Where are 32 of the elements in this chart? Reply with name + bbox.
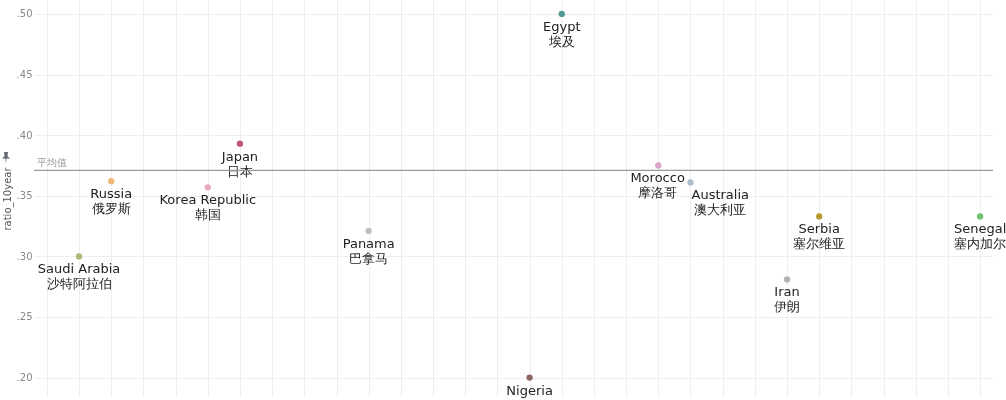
point: [108, 178, 115, 185]
series-label: Panama 巴拿马: [342, 235, 395, 266]
series-label: Korea Republic 韩国: [159, 192, 257, 223]
series-label: Serbia 塞尔维亚: [793, 221, 846, 252]
point: [687, 179, 694, 186]
point: [204, 184, 211, 191]
y-tick-label: .20: [16, 372, 33, 384]
series-label: Morocco 摩洛哥: [630, 170, 685, 201]
point: [976, 213, 984, 220]
point: [783, 276, 791, 283]
point: [816, 213, 823, 220]
series-label: Egypt 埃及: [543, 18, 581, 49]
point: [75, 253, 83, 260]
point: [526, 374, 533, 381]
series-label: Iran 伊朗: [774, 284, 801, 315]
point: [236, 140, 244, 147]
y-tick-label: .50: [16, 8, 33, 20]
y-tick-label: .25: [16, 311, 33, 323]
point: [558, 10, 565, 18]
series-label: Nigeria: [506, 382, 553, 398]
series-label: Saudi Arabia 沙特阿拉伯: [37, 261, 121, 292]
series-label: Russia 俄罗斯: [90, 186, 133, 217]
point: [655, 162, 662, 169]
y-axis-title: ratio_10year: [1, 166, 14, 231]
series-label: Australia 澳大利亚: [691, 187, 749, 218]
ref-line-label: 平均值: [37, 157, 67, 169]
point: [365, 227, 372, 235]
y-tick-label: .30: [16, 250, 33, 262]
y-tick-label: .40: [16, 129, 33, 141]
series-label: Senegal 塞内加尔: [953, 221, 1006, 252]
y-tick-label: .45: [16, 69, 33, 81]
y-tick-label: .35: [16, 190, 33, 202]
